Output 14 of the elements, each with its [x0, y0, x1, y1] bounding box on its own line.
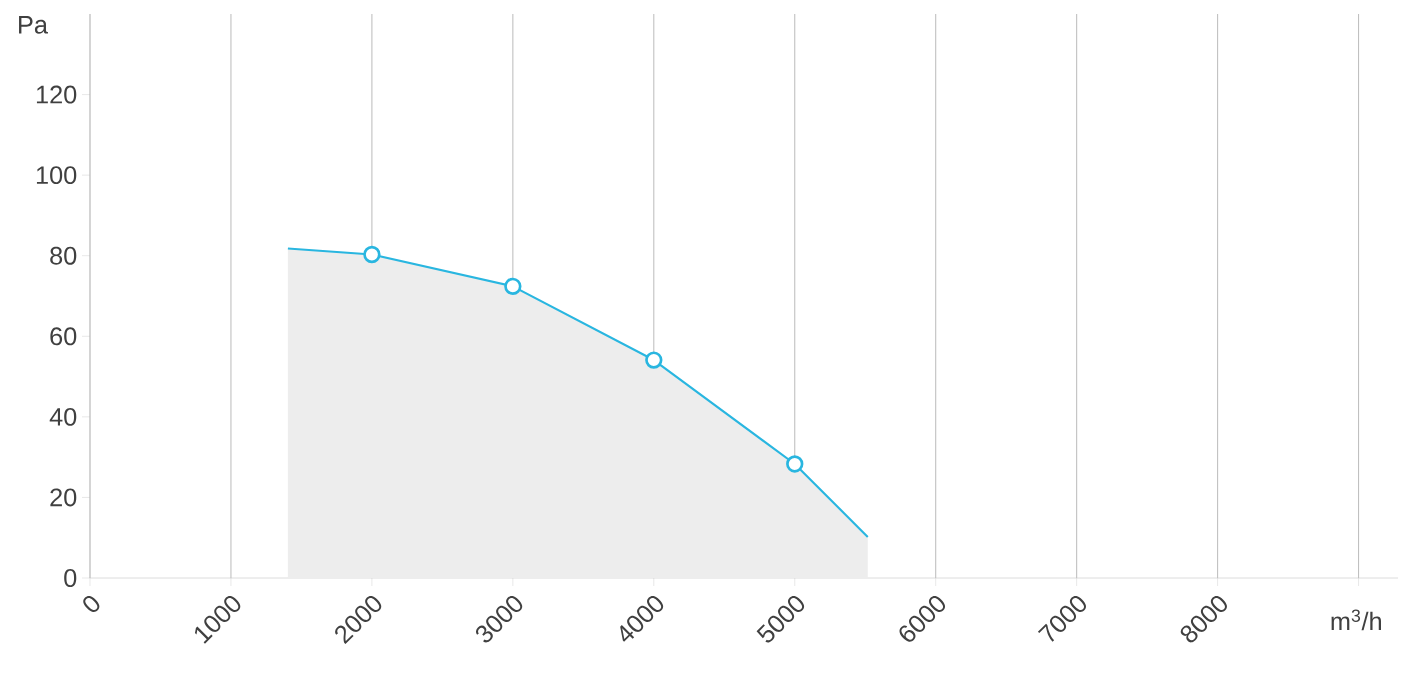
x-axis-title: m$^{3}$/h [1331, 609, 1381, 631]
y-tick-label: 80 [50, 246, 77, 265]
y-axis-title: Pa [19, 16, 48, 34]
y-tick-label: 40 [49, 407, 77, 426]
x-tick-label: 0 [83, 595, 100, 613]
y-tick-label: 20 [50, 488, 77, 507]
point [786, 455, 804, 473]
point [363, 245, 381, 264]
y-tick-label: 100 [36, 166, 77, 185]
y-tick-label: 60 [50, 327, 77, 346]
y-tick-label: 0 [64, 569, 77, 587]
point [645, 351, 663, 369]
y-tick-label: 120 [36, 85, 77, 104]
point [504, 277, 522, 295]
